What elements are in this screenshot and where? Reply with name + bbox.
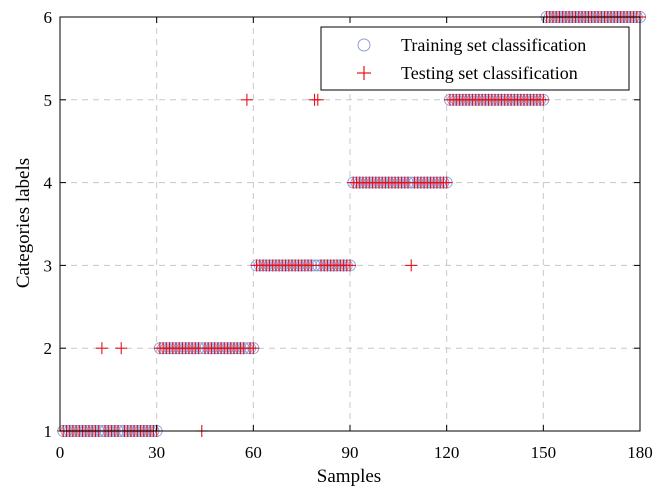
testing-point — [247, 342, 260, 355]
legend-box — [320, 26, 630, 91]
testing-point — [405, 259, 418, 272]
testing-point — [440, 176, 453, 189]
testing-point — [115, 342, 128, 355]
y-tick-label: 4 — [44, 174, 53, 193]
legend-label-training: Training set classification — [401, 35, 586, 55]
y-tick-label: 1 — [44, 422, 53, 441]
x-tick-label: 60 — [245, 443, 262, 462]
testing-point — [537, 93, 550, 106]
x-tick-label: 0 — [56, 443, 65, 462]
axis-ticks — [59, 16, 641, 432]
x-tick-labels: 0 30 60 90 120 150 180 — [56, 443, 653, 462]
legend: Training set classification Testing set … — [320, 26, 630, 91]
y-tick-label: 2 — [44, 339, 53, 358]
y-tick-labels: 1 2 3 4 5 6 — [44, 8, 53, 441]
x-tick-label: 150 — [531, 443, 557, 462]
x-tick-label: 30 — [148, 443, 165, 462]
x-axis-label: Samples — [317, 466, 381, 487]
x-tick-label: 90 — [342, 443, 359, 462]
testing-point — [311, 93, 324, 106]
testing-point — [344, 259, 356, 272]
testing-point — [240, 93, 253, 106]
y-axis-label: Categories labels — [13, 158, 34, 288]
legend-plus-marker — [357, 66, 371, 80]
y-tick-label: 3 — [44, 256, 53, 275]
y-tick-label: 6 — [44, 8, 53, 27]
testing-point — [95, 342, 108, 355]
y-tick-label: 5 — [44, 91, 53, 110]
legend-circle-marker — [357, 38, 371, 52]
x-tick-label: 180 — [627, 443, 653, 462]
x-tick-label: 120 — [434, 443, 460, 462]
legend-label-testing: Testing set classification — [401, 63, 578, 83]
